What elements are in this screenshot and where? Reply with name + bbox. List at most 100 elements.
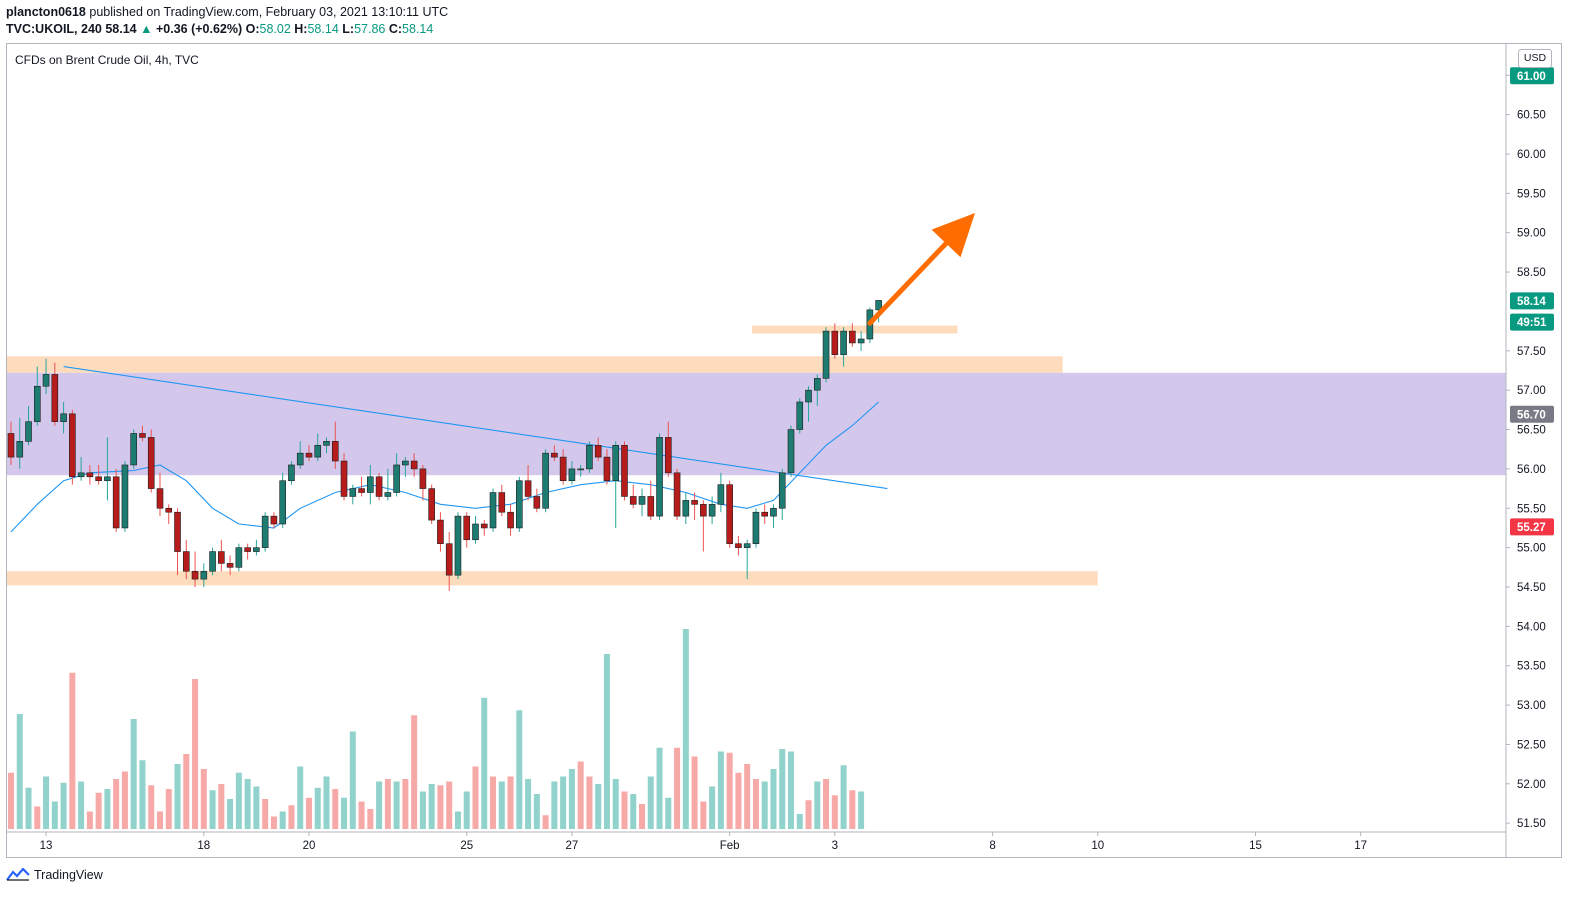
volume-bar xyxy=(805,800,812,829)
candle-body xyxy=(121,464,129,529)
volume-bar xyxy=(752,779,759,829)
candle-body xyxy=(226,563,234,568)
volume-bar xyxy=(674,747,681,829)
candle-body xyxy=(25,421,32,442)
candle-body xyxy=(104,476,111,482)
candle-body xyxy=(743,543,751,548)
candle-body xyxy=(209,551,216,572)
volume-bar xyxy=(516,710,523,829)
price-change: +0.36 (+0.62%) xyxy=(155,22,243,36)
up-arrow-head xyxy=(931,213,976,258)
y-tick-label: 54.00 xyxy=(1517,621,1546,633)
volume-bar xyxy=(130,719,137,829)
candle-body xyxy=(331,441,339,462)
candle-body xyxy=(813,378,821,391)
y-tick-label: 54.50 xyxy=(1517,582,1546,594)
candle-body xyxy=(656,437,663,517)
volume-bar xyxy=(454,811,461,829)
candle-body xyxy=(410,460,418,470)
volume-bar xyxy=(507,776,514,829)
volume-bar xyxy=(717,751,724,829)
volume-bar xyxy=(490,776,497,829)
price-label-box xyxy=(1510,313,1554,331)
volume-bar xyxy=(577,761,584,829)
publisher-name[interactable]: plancton0618 xyxy=(6,5,86,19)
volume-bar xyxy=(551,781,558,829)
volume-bar xyxy=(682,629,689,829)
candle-body xyxy=(86,472,94,478)
candle-body xyxy=(279,480,286,525)
volume-bar xyxy=(235,772,242,829)
candle-body xyxy=(594,444,602,458)
candle-body xyxy=(708,504,716,517)
candle-body xyxy=(480,523,488,529)
candle-body xyxy=(156,488,164,509)
volume-bar xyxy=(244,779,251,829)
candle-body xyxy=(559,456,567,482)
high-value: 58.14 xyxy=(307,22,339,36)
volume-bar xyxy=(341,797,348,829)
x-tick-label: 15 xyxy=(1249,840,1262,852)
candle-body xyxy=(428,488,435,521)
triangle-up-icon: ▲ xyxy=(140,22,153,36)
candle-body xyxy=(218,551,225,564)
volume-bar xyxy=(568,769,575,829)
volume-bar xyxy=(823,779,830,829)
volume-bar xyxy=(349,731,356,829)
candle-body xyxy=(629,496,637,505)
volume-bar xyxy=(384,779,391,829)
volume-bar xyxy=(200,769,207,829)
candle-body xyxy=(349,488,357,497)
zone-rect xyxy=(7,356,1063,373)
candle-body xyxy=(130,433,137,466)
close-value: 58.14 xyxy=(402,22,434,36)
zone-rect xyxy=(751,325,958,334)
candle-body xyxy=(112,476,120,529)
tradingview-branding[interactable]: TradingView xyxy=(6,868,103,882)
y-tick-label: 59.50 xyxy=(1517,188,1546,200)
candle-body xyxy=(445,543,453,576)
volume-bar xyxy=(419,791,426,829)
y-tick-label: 57.50 xyxy=(1517,346,1546,358)
volume-bar xyxy=(621,791,628,829)
price-label-box xyxy=(1510,405,1554,423)
tradingview-logo-icon xyxy=(6,868,30,881)
volume-bar xyxy=(78,781,85,829)
price-label-box xyxy=(1510,292,1554,310)
tradingview-brand: TradingView xyxy=(34,868,103,882)
volume-bar xyxy=(709,786,716,829)
price-label-text: 49:51 xyxy=(1517,317,1547,329)
candle-body xyxy=(735,543,742,548)
volume-bar xyxy=(796,814,803,829)
volume-bar xyxy=(113,779,120,829)
chart-header: plancton0618 published on TradingView.co… xyxy=(6,4,448,38)
volume-bar xyxy=(51,801,58,829)
volume-bar xyxy=(831,795,838,829)
volume-bar xyxy=(481,697,488,829)
volume-bar xyxy=(305,797,312,829)
currency-button[interactable]: USD xyxy=(1518,49,1552,68)
volume-bar xyxy=(288,805,295,829)
candle-body xyxy=(472,523,479,541)
candle-body xyxy=(42,374,50,387)
candle-body xyxy=(577,468,584,471)
x-tick-label: Feb xyxy=(720,840,740,852)
candle-body xyxy=(664,437,672,474)
candle-body xyxy=(244,547,251,552)
symbol-label: TVC:UKOIL, 240 xyxy=(6,22,102,36)
volume-bar xyxy=(665,797,672,829)
volume-bar xyxy=(700,801,707,829)
volume-bar xyxy=(533,794,540,829)
volume-bar xyxy=(358,801,365,829)
volume-bar xyxy=(86,811,93,829)
x-tick-label: 8 xyxy=(989,840,995,852)
volume-bar xyxy=(139,760,146,829)
candle-body xyxy=(174,511,181,552)
x-tick-label: 10 xyxy=(1091,840,1104,852)
volume-bar xyxy=(156,811,163,829)
volume-bar xyxy=(402,779,409,829)
candle-body xyxy=(77,472,85,478)
price-label-box xyxy=(1510,67,1554,85)
x-tick-label: 25 xyxy=(460,840,473,852)
